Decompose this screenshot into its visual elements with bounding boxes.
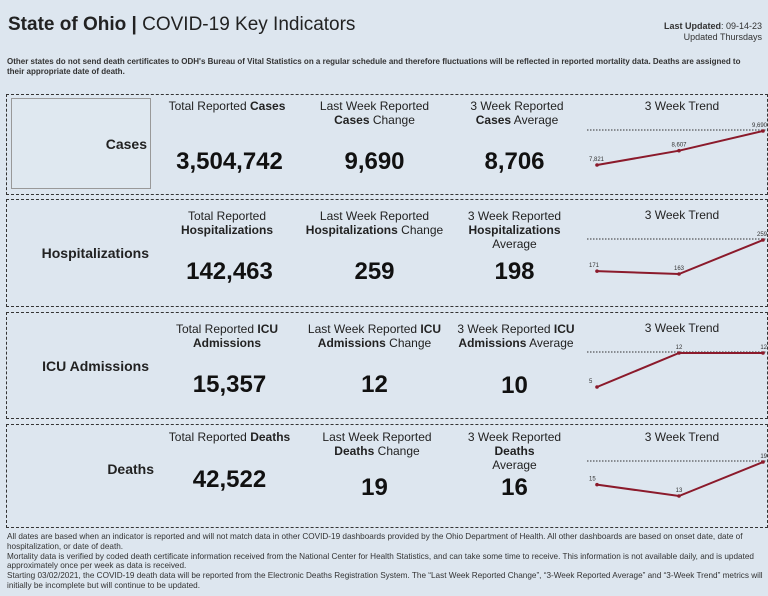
trend-line (596, 352, 763, 388)
trend-data-label: 19 (760, 454, 767, 460)
total-header: Total Reported Hospitalizations (180, 209, 273, 237)
trend-data-label: 163 (674, 266, 685, 272)
average-header: 3 Week Reported Cases Average (470, 99, 564, 127)
trend-sparkline: 171 163 259 (587, 232, 768, 276)
trend-point (595, 385, 599, 389)
average-value: 8,706 (484, 148, 545, 175)
trend-title: 3 Week Trend (644, 321, 720, 335)
last-updated-date: : 09-14-23 (720, 21, 762, 31)
trend-point (677, 148, 681, 153)
trend-chart: 3 Week Trend 5 12 12 (587, 321, 768, 410)
total-value: 142,463 (186, 258, 273, 285)
trend-data-label: 7,821 (589, 157, 605, 163)
mortality-note: Other states do not send death certifica… (7, 57, 741, 76)
footer-note: All dates are based when an indicator is… (7, 532, 743, 551)
title-separator: | (131, 14, 137, 35)
cases-panel: Cases Total Reported Cases Last Week Rep… (6, 94, 768, 195)
total-value: 42,522 (192, 466, 267, 493)
state-name: State of Ohio (8, 14, 127, 35)
trend-point (677, 351, 681, 355)
panel-label: Cases (105, 136, 147, 152)
page-title: State of Ohio | COVID-19 Key Indicators (8, 14, 355, 36)
trend-point (761, 460, 765, 464)
trend-data-label: 9,690 (752, 123, 768, 129)
trend-data-label: 13 (676, 488, 683, 494)
footer-note: Starting 03/02/2021, the COVID-19 death … (7, 571, 763, 590)
panel-label: ICU Admissions (42, 358, 149, 374)
change-value: 12 (361, 371, 388, 398)
trend-data-label: 12 (760, 345, 767, 351)
trend-sparkline: 5 12 12 (587, 345, 768, 389)
average-header: 3 Week Reported Deaths Average (467, 430, 562, 472)
trend-point (677, 494, 681, 498)
trend-sparkline: 15 13 19 (587, 454, 768, 498)
total-value: 15,357 (192, 371, 267, 398)
trend-sparkline: 7,821 8,607 9,690 (587, 123, 768, 167)
trend-data-label: 171 (589, 263, 600, 269)
trend-title: 3 Week Trend (644, 430, 720, 444)
trend-point (761, 129, 765, 133)
trend-chart: 3 Week Trend 171 163 259 (587, 208, 768, 297)
change-header: Last Week Reported Deaths Change (322, 430, 432, 458)
trend-data-label: 8,607 (671, 143, 687, 149)
average-header: 3 Week Reported ICU Admissions Average (457, 322, 575, 350)
trend-data-label: 259 (757, 232, 768, 238)
change-header: Last Week Reported Cases Change (319, 99, 430, 127)
change-value: 259 (354, 258, 395, 285)
average-header: 3 Week Reported Hospitalizations Average (467, 209, 562, 251)
change-value: 19 (361, 474, 388, 501)
trend-point (677, 272, 681, 276)
average-value: 16 (501, 474, 528, 501)
trend-title: 3 Week Trend (644, 208, 720, 222)
panel-label: Deaths (107, 461, 154, 477)
hospitalizations-panel: Hospitalizations Total Reported Hospital… (6, 199, 768, 307)
total-header: Total Reported Deaths (168, 430, 291, 444)
update-schedule: Updated Thursdays (683, 32, 762, 42)
trend-point (595, 163, 599, 167)
cases-placeholder-box (11, 98, 151, 189)
trend-point (761, 238, 765, 242)
last-updated: Last Updated: 09-14-23 Updated Thursdays (664, 21, 762, 43)
footer-notes: All dates are based when an indicator is… (7, 532, 767, 591)
trend-data-label: 12 (676, 345, 683, 351)
dashboard-title: COVID-19 Key Indicators (142, 14, 356, 35)
trend-point (761, 351, 765, 355)
icu-admissions-panel: ICU Admissions Total Reported ICU Admiss… (6, 312, 768, 419)
trend-point (595, 269, 599, 273)
last-updated-label: Last Updated (663, 21, 721, 31)
trend-title: 3 Week Trend (644, 99, 720, 113)
total-header: Total Reported Cases (168, 99, 286, 113)
deaths-panel: Deaths Total Reported Deaths Last Week R… (6, 424, 768, 528)
change-header: Last Week Reported ICU Admissions Change (307, 322, 442, 350)
trend-chart: 3 Week Trend 7,821 8,607 9,690 (587, 99, 768, 188)
average-value: 10 (501, 372, 528, 399)
trend-chart: 3 Week Trend 15 13 19 (587, 430, 768, 519)
trend-data-label: 15 (589, 477, 596, 483)
change-value: 9,690 (344, 148, 405, 175)
footer-note: Mortality data is verified by coded deat… (7, 551, 754, 571)
change-header: Last Week Reported Hospitalizations Chan… (305, 209, 444, 237)
average-value: 198 (494, 258, 535, 285)
trend-data-label: 5 (589, 379, 593, 385)
panel-label: Hospitalizations (41, 245, 149, 261)
total-header: Total Reported ICU Admissions (175, 322, 279, 350)
total-value: 3,504,742 (176, 148, 283, 175)
trend-point (595, 482, 599, 487)
